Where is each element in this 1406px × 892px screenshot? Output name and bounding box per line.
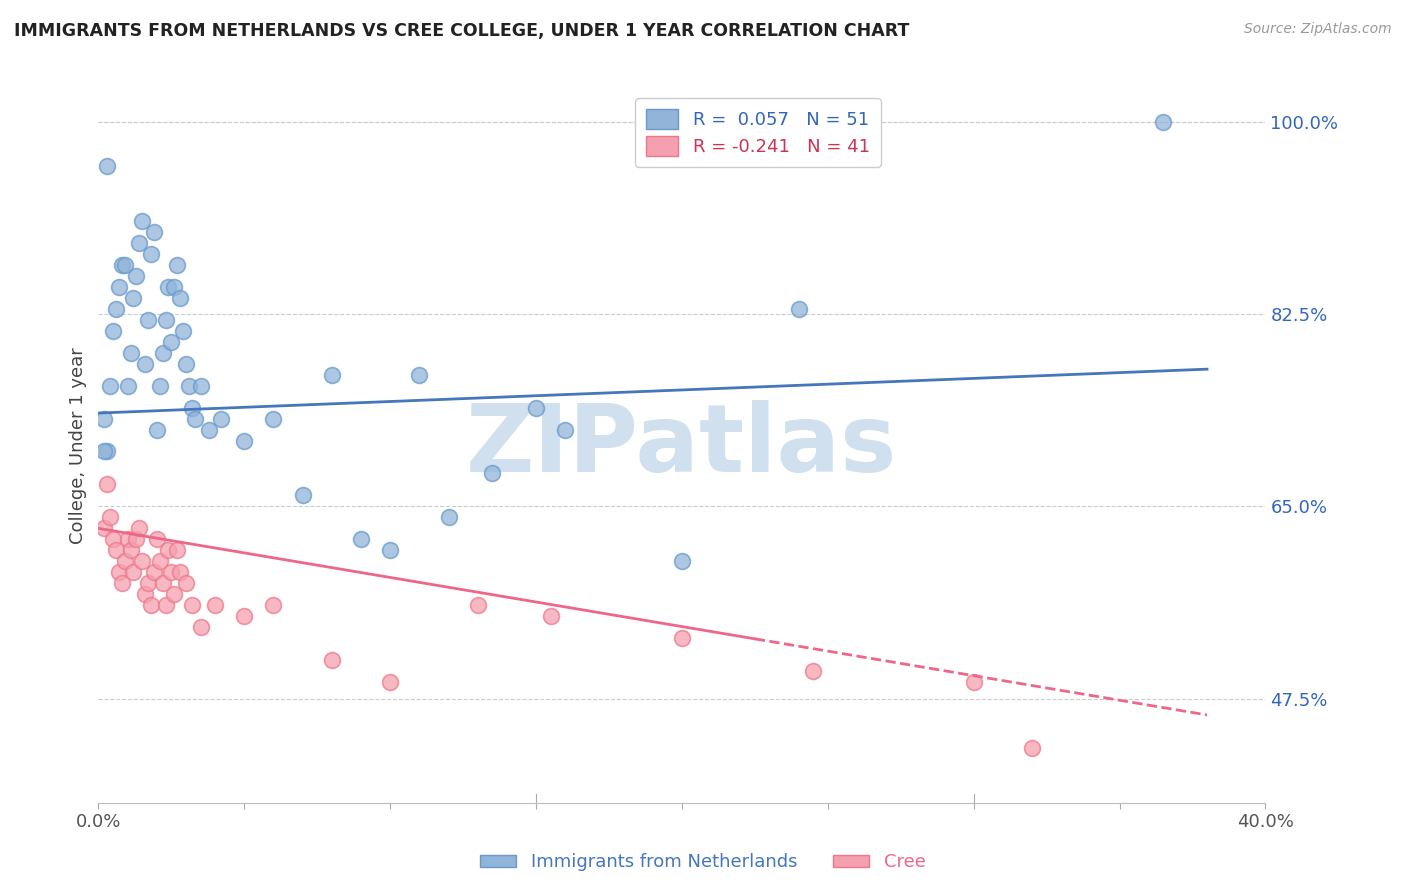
Point: [183, 411, 205, 425]
Point: [174, 576, 197, 591]
Point: [114, 258, 136, 272]
Point: [233, 609, 256, 624]
Point: [98, 378, 121, 392]
Point: [180, 401, 202, 415]
Point: [128, 521, 150, 535]
Point: [114, 554, 136, 568]
Point: [117, 378, 139, 392]
Point: [136, 576, 159, 591]
Point: [120, 345, 142, 359]
Point: [157, 280, 180, 294]
Text: Source: ZipAtlas.com: Source: ZipAtlas.com: [1244, 22, 1392, 37]
Point: [190, 620, 212, 634]
Point: [169, 566, 191, 580]
Point: [93, 521, 115, 535]
Point: [160, 566, 183, 580]
Point: [1021, 740, 1043, 755]
Point: [93, 444, 115, 458]
Point: [233, 434, 256, 448]
Point: [134, 587, 156, 601]
Point: [166, 543, 188, 558]
Point: [190, 378, 212, 392]
Point: [378, 675, 402, 690]
Point: [962, 675, 984, 690]
Point: [152, 345, 174, 359]
Point: [174, 357, 197, 371]
Point: [163, 280, 186, 294]
Point: [101, 533, 124, 547]
Point: [350, 533, 373, 547]
Point: [467, 598, 489, 612]
Point: [117, 533, 139, 547]
Point: [122, 291, 145, 305]
Point: [96, 159, 118, 173]
Point: [93, 411, 115, 425]
Point: [155, 312, 177, 326]
Point: [101, 324, 124, 338]
Point: [139, 247, 162, 261]
Point: [125, 268, 148, 283]
Point: [177, 378, 200, 392]
Point: [155, 598, 177, 612]
Point: [209, 411, 232, 425]
Point: [204, 598, 226, 612]
Point: [142, 225, 165, 239]
Legend: R =  0.057   N = 51, R = -0.241   N = 41: R = 0.057 N = 51, R = -0.241 N = 41: [636, 98, 880, 167]
Point: [96, 444, 118, 458]
Point: [408, 368, 430, 382]
Point: [108, 280, 131, 294]
Point: [1152, 115, 1174, 129]
Point: [125, 533, 148, 547]
Legend: Immigrants from Netherlands, Cree: Immigrants from Netherlands, Cree: [472, 847, 934, 879]
Point: [166, 258, 188, 272]
Point: [157, 543, 180, 558]
Point: [120, 543, 142, 558]
Point: [104, 543, 127, 558]
Point: [801, 664, 824, 678]
Point: [128, 235, 150, 250]
Point: [98, 510, 121, 524]
Point: [180, 598, 202, 612]
Point: [111, 576, 134, 591]
Point: [111, 258, 134, 272]
Point: [169, 291, 191, 305]
Text: ZIPatlas: ZIPatlas: [467, 400, 897, 492]
Point: [160, 334, 183, 349]
Point: [671, 554, 693, 568]
Point: [149, 378, 172, 392]
Point: [122, 566, 145, 580]
Point: [139, 598, 162, 612]
Point: [321, 368, 343, 382]
Point: [671, 631, 693, 645]
Text: IMMIGRANTS FROM NETHERLANDS VS CREE COLLEGE, UNDER 1 YEAR CORRELATION CHART: IMMIGRANTS FROM NETHERLANDS VS CREE COLL…: [14, 22, 910, 40]
Point: [262, 598, 284, 612]
Point: [262, 411, 284, 425]
Point: [146, 423, 169, 437]
Point: [108, 566, 131, 580]
Point: [540, 609, 562, 624]
Point: [152, 576, 174, 591]
Point: [146, 533, 169, 547]
Point: [291, 488, 314, 502]
Point: [96, 477, 118, 491]
Point: [131, 554, 153, 568]
Point: [131, 214, 153, 228]
Point: [142, 566, 165, 580]
Point: [481, 467, 503, 481]
Point: [437, 510, 460, 524]
Point: [172, 324, 194, 338]
Point: [787, 301, 810, 316]
Point: [149, 554, 172, 568]
Point: [524, 401, 547, 415]
Point: [163, 587, 186, 601]
Point: [321, 653, 343, 667]
Y-axis label: College, Under 1 year: College, Under 1 year: [69, 348, 87, 544]
Point: [136, 312, 159, 326]
Point: [198, 423, 221, 437]
Point: [134, 357, 156, 371]
Point: [554, 423, 576, 437]
Point: [378, 543, 402, 558]
Point: [104, 301, 127, 316]
